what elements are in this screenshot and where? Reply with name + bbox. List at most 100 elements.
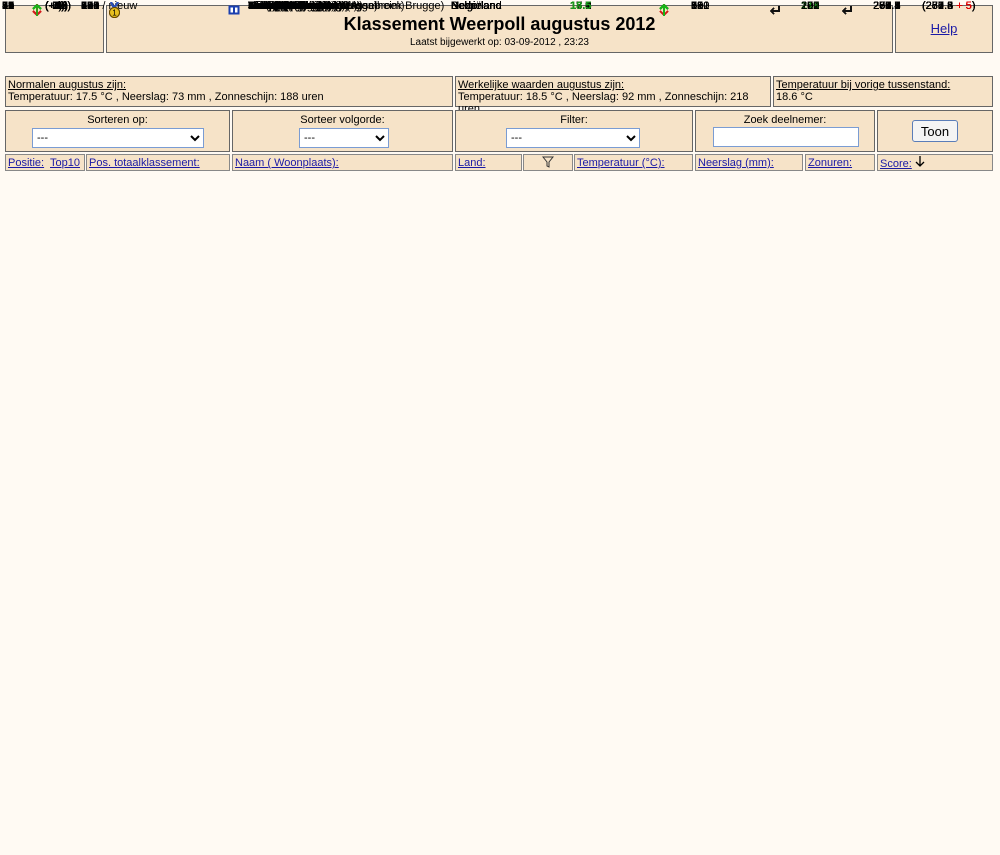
previous-value: (274.6 bbox=[922, 0, 954, 12]
name-cell: Derk (Bussum) bbox=[248, 0, 322, 12]
pos-cell: 32 bbox=[2, 0, 15, 12]
total-cell: 131 bbox=[81, 0, 100, 12]
show-button[interactable]: Toon bbox=[912, 120, 958, 142]
total-cell: 58 bbox=[81, 0, 94, 12]
sort-link[interactable]: Score: bbox=[880, 158, 912, 170]
sort-link[interactable]: Pos. totaalklassement: bbox=[89, 157, 200, 169]
change-cell: (-10) bbox=[45, 0, 69, 12]
filter-icon-cell[interactable] bbox=[523, 154, 573, 171]
rain-cell: 101 bbox=[691, 0, 710, 12]
change-cell: (+7) bbox=[45, 0, 65, 12]
close-paren: ) bbox=[971, 0, 976, 12]
sun-cell: 204 bbox=[801, 0, 820, 12]
total-cell: 4 bbox=[81, 0, 88, 12]
total-cell: 999 / nieuw bbox=[81, 0, 138, 12]
rain-cell: 95 bbox=[691, 0, 704, 12]
sun-cell: 200 bbox=[801, 0, 820, 12]
score-cell: 267.5 bbox=[873, 0, 901, 12]
filter-icon bbox=[541, 156, 555, 168]
score-cell: 266.8 bbox=[873, 0, 901, 12]
score-cell: 279.6 bbox=[873, 0, 901, 12]
info-box: Normalen augustus zijn: Temperatuur: 17.5… bbox=[5, 76, 453, 107]
info-label: Normalen augustus zijn: bbox=[8, 79, 127, 91]
sun-cell: 188 bbox=[801, 0, 820, 12]
change-arrow bbox=[31, 3, 43, 16]
sun-cell: 200 bbox=[801, 0, 820, 12]
temp-cell: 18.5 bbox=[570, 0, 592, 12]
bonus: + 5 bbox=[956, 0, 972, 12]
temp-cell: 18.2 bbox=[570, 0, 592, 12]
pos-cell: 14 bbox=[2, 0, 15, 12]
sort-link[interactable]: Land: bbox=[458, 157, 486, 169]
score-cell: 273.7 bbox=[873, 0, 901, 12]
previous-value: (260.8 bbox=[922, 0, 954, 12]
rain-cell: 56 bbox=[691, 0, 704, 12]
land-cell: Nederland bbox=[451, 0, 502, 12]
temp-cell: 18.5 bbox=[570, 0, 592, 12]
column-header: Land: bbox=[455, 154, 522, 171]
total-cell: 145 bbox=[81, 0, 100, 12]
previous-value: (261.3 bbox=[922, 0, 954, 12]
name-cell: Clinton (Krakow) bbox=[248, 0, 330, 12]
score-cell: 270.4 bbox=[873, 0, 901, 12]
sort-link[interactable]: Neerslag (mm): bbox=[698, 157, 774, 169]
title: Klassement Weerpoll augustus 2012 bbox=[343, 14, 656, 34]
pos-cell: 17 bbox=[2, 0, 15, 12]
flag-icon bbox=[228, 4, 240, 16]
sun-cell: 210 bbox=[801, 0, 820, 12]
search-input[interactable] bbox=[713, 127, 859, 147]
score-cell: 270.2 bbox=[873, 0, 901, 12]
change-cell: (-11) bbox=[45, 0, 68, 12]
rain-cell: 85 bbox=[691, 0, 704, 12]
rain-cell: 98 bbox=[691, 0, 704, 12]
name-cell: Francien (Sint Nicolaasga) bbox=[248, 0, 378, 12]
close-paren: ) bbox=[971, 0, 976, 12]
change-cell: (+5) bbox=[45, 0, 65, 12]
name-cell: SanderK (Hoogeveen) bbox=[248, 0, 358, 12]
land-cell: Nederland bbox=[451, 0, 502, 12]
sun-cell: 176 bbox=[801, 0, 820, 12]
rain-cell: 81 bbox=[691, 0, 704, 12]
change-cell: (+3) bbox=[45, 0, 65, 12]
filter-select[interactable]: --- bbox=[506, 128, 640, 148]
score-cell: 268.6 bbox=[873, 0, 901, 12]
sort-link[interactable]: Naam ( Woonplaats): bbox=[235, 157, 339, 169]
order-select[interactable]: --- bbox=[299, 128, 389, 148]
name-cell: Milko Bouman (Dieren) bbox=[248, 0, 361, 12]
land-cell: Nederland bbox=[451, 0, 502, 12]
sun-cell: 203 bbox=[801, 0, 820, 12]
change-cell: (-17) bbox=[45, 0, 69, 12]
sort-link[interactable]: Zonuren: bbox=[808, 157, 853, 169]
info-text: Temperatuur: 17.5 °C , Neerslag: 73 mm ,… bbox=[8, 91, 324, 103]
sort-select[interactable]: --- bbox=[32, 128, 204, 148]
sort-link[interactable]: Temperatuur (°C): bbox=[577, 157, 665, 169]
rain-cell: 90 bbox=[691, 0, 704, 12]
sort-link[interactable]: Positie: bbox=[8, 157, 45, 169]
pos-cell: 16 bbox=[2, 0, 15, 12]
pos-cell: 8 bbox=[2, 0, 9, 12]
rain-cell: 80 bbox=[691, 0, 704, 12]
name-cell: Jef (Tilburg) bbox=[248, 0, 307, 12]
land-cell: Nederland bbox=[451, 0, 502, 12]
change-cell: (-7) bbox=[45, 0, 63, 12]
pos-cell: 20 bbox=[2, 0, 15, 12]
sort-link[interactable]: Top10 bbox=[50, 157, 80, 169]
help-link[interactable]: Help bbox=[930, 21, 958, 36]
land-cell: Nederland bbox=[451, 0, 502, 12]
total-cell: 232 bbox=[81, 0, 100, 12]
name-cell: Walter (Ridderkerk) bbox=[248, 0, 343, 12]
bonus: + 5 bbox=[956, 0, 972, 12]
previous-score: (287.8 + 5) bbox=[922, 0, 975, 12]
rain-icon-svg bbox=[770, 6, 780, 15]
land-cell: Nederland bbox=[451, 0, 502, 12]
land-cell: Nederland bbox=[451, 0, 502, 12]
sun-cell: 195 bbox=[801, 0, 820, 12]
bonus: + 5 bbox=[956, 0, 972, 12]
temp-cell: 18.1 bbox=[570, 0, 592, 12]
total-cell: 154 bbox=[81, 0, 100, 12]
land-cell: Nederland bbox=[451, 0, 502, 12]
header-title-box: Klassement Weerpoll augustus 2012 Laatst… bbox=[106, 5, 893, 53]
pos-cell: 21 bbox=[2, 0, 15, 12]
score-cell: 272 bbox=[873, 0, 892, 12]
pos-cell: 13 bbox=[2, 0, 15, 12]
